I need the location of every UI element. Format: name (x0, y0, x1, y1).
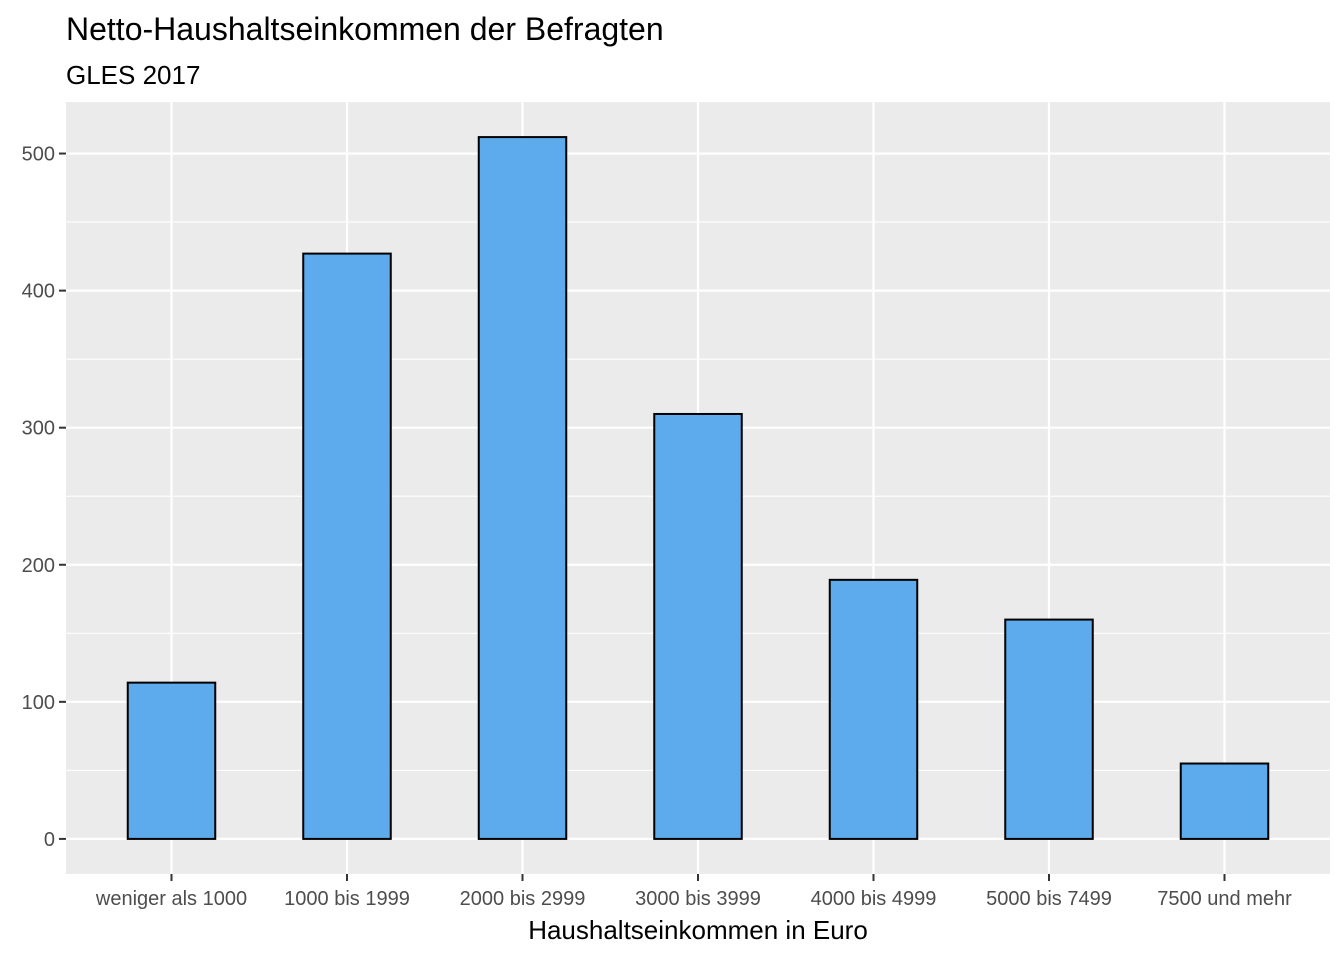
bars (126, 136, 1270, 840)
y-tick-label: 100 (22, 692, 55, 714)
y-axis: 0 100 200 300 400 500 (22, 144, 66, 851)
x-tick-label: 2000 bis 2999 (460, 888, 586, 910)
x-axis-title: Haushaltseinkommen in Euro (528, 915, 868, 945)
y-tick-label: 300 (22, 418, 55, 440)
x-tick-label: 5000 bis 7499 (986, 888, 1112, 910)
x-tick-label: 7500 und mehr (1157, 888, 1292, 910)
y-tick-label: 400 (22, 281, 55, 303)
chart-title: Netto-Haushaltseinkommen der Befragten (66, 11, 664, 47)
x-tick-label: 4000 bis 4999 (811, 888, 937, 910)
x-tick-label: 3000 bis 3999 (635, 888, 761, 910)
bar (477, 136, 568, 840)
x-tick-label: weniger als 1000 (95, 888, 247, 910)
bar (1179, 762, 1270, 840)
y-tick-label: 200 (22, 555, 55, 577)
x-tick-label: 1000 bis 1999 (284, 888, 410, 910)
bar (1004, 618, 1094, 840)
chart-subtitle: GLES 2017 (66, 60, 200, 90)
bar (302, 252, 392, 840)
y-tick-label: 500 (22, 144, 55, 166)
bar (828, 578, 919, 840)
bar (653, 412, 743, 840)
bar (126, 681, 217, 840)
x-axis: weniger als 1000 1000 bis 1999 2000 bis 29… (95, 874, 1292, 910)
y-tick-label: 0 (44, 829, 55, 851)
